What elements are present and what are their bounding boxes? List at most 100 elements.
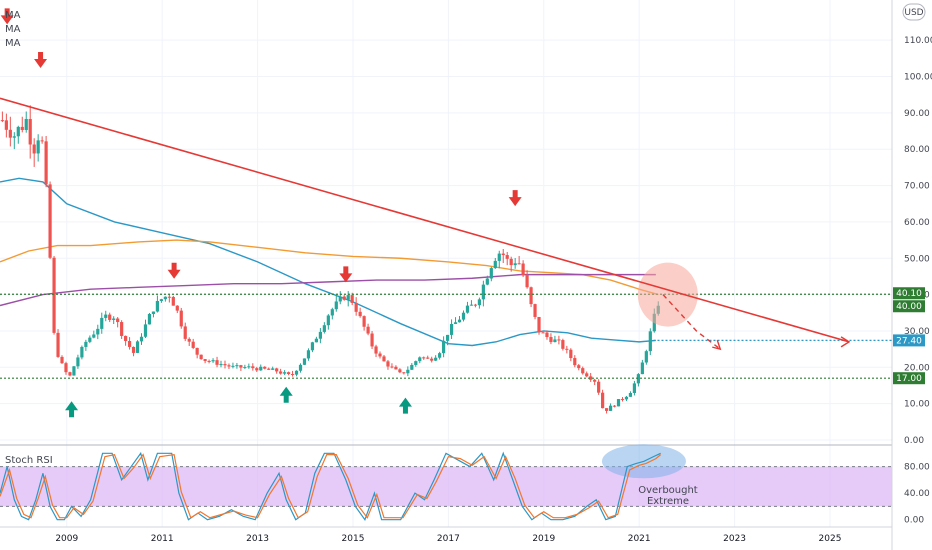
candle-down xyxy=(430,358,434,361)
overbought-label: Overbought xyxy=(638,485,698,496)
candle-up xyxy=(616,399,621,407)
candle-up xyxy=(489,268,493,279)
candle-up xyxy=(298,364,303,371)
candle-up xyxy=(151,311,156,314)
candle-down xyxy=(255,368,259,371)
time-tick-label: 2013 xyxy=(246,534,269,544)
candle-down xyxy=(362,316,366,327)
candle-up xyxy=(485,278,489,285)
candle-down xyxy=(60,356,64,364)
candle-down xyxy=(167,296,171,298)
candle-up xyxy=(24,118,28,130)
candle-up xyxy=(294,370,299,375)
candle-down xyxy=(537,316,541,333)
candle-down xyxy=(116,318,120,323)
currency-badge[interactable]: USD xyxy=(902,3,926,21)
time-tick-label: 2015 xyxy=(342,534,365,544)
candle-down xyxy=(44,141,48,185)
legend-ma-1[interactable]: MA xyxy=(5,10,21,21)
candle-down xyxy=(374,346,378,354)
time-tick-label: 2011 xyxy=(151,534,174,544)
candle-up xyxy=(100,317,104,329)
candle-down xyxy=(545,332,549,338)
candle-down xyxy=(473,304,478,306)
candle-down xyxy=(390,366,394,368)
candle-up xyxy=(410,364,414,370)
price-tick-label: 20.00 xyxy=(904,363,930,373)
candle-up xyxy=(88,337,92,342)
price-tag-box xyxy=(893,287,925,300)
candle-down xyxy=(394,366,398,370)
candle-up xyxy=(453,322,458,324)
candle-up xyxy=(632,383,637,394)
down-arrow-signal xyxy=(167,262,181,279)
candle-up xyxy=(259,366,263,371)
candle-down xyxy=(604,408,609,411)
time-tick-label: 2021 xyxy=(628,534,651,544)
candle-down xyxy=(4,120,8,130)
time-axis[interactable]: 2009 2011 2013 2015 2017 2019 2021 2023 2025 xyxy=(55,534,841,544)
candle-down xyxy=(581,368,585,374)
candle-up xyxy=(155,300,160,312)
candle-down xyxy=(370,333,374,347)
candle-up xyxy=(310,342,315,351)
candle-up xyxy=(457,319,462,323)
moving-average-lines xyxy=(0,177,659,347)
candle-up xyxy=(648,331,652,352)
candle-up xyxy=(636,374,640,384)
candle-down xyxy=(597,381,601,393)
candle-down xyxy=(501,253,505,256)
candle-down xyxy=(358,311,362,317)
currency-badge-frame xyxy=(902,3,926,21)
candle-up xyxy=(449,323,454,335)
price-tags: 40.10 40.00 27.40 17.00 xyxy=(893,287,925,385)
price-tick-label: 70.00 xyxy=(904,182,930,192)
legend-ma-3[interactable]: MA xyxy=(5,38,21,49)
legend[interactable]: MA MA MA xyxy=(5,10,21,49)
candle-down xyxy=(195,347,199,355)
candle-up xyxy=(314,338,319,343)
price-tick-label: 80.00 xyxy=(904,145,930,155)
candle-down xyxy=(350,295,354,303)
candle-up xyxy=(211,360,215,362)
highlight-circle xyxy=(637,262,698,327)
candle-down xyxy=(279,371,283,374)
moving-average-line-3 xyxy=(0,273,656,307)
candle-up xyxy=(628,393,633,397)
candle-down xyxy=(505,255,509,259)
candle-down xyxy=(187,338,191,342)
price-tick-label: 50.00 xyxy=(904,254,930,264)
price-pane[interactable] xyxy=(0,0,892,527)
stoch-tick-label: 40.00 xyxy=(904,489,930,499)
candle-down xyxy=(175,305,179,311)
stoch-axis[interactable]: 0.00 40.00 80.00 xyxy=(904,463,930,526)
candle-down xyxy=(183,326,187,339)
candle-down xyxy=(171,296,175,306)
candle-down xyxy=(612,405,617,407)
candle-down xyxy=(124,335,128,342)
down-arrow-signal xyxy=(339,266,353,283)
candle-down xyxy=(286,372,291,375)
candle-down xyxy=(131,346,136,353)
candle-down xyxy=(267,368,271,370)
candle-up xyxy=(72,366,76,376)
candle-up xyxy=(143,324,148,337)
stoch-d-line xyxy=(0,453,662,519)
legend-ma-2[interactable]: MA xyxy=(5,24,21,35)
candle-up xyxy=(624,396,629,400)
candle-down xyxy=(366,326,370,334)
stoch-rsi-pane[interactable] xyxy=(0,444,892,521)
candle-up xyxy=(497,253,501,261)
candle-down xyxy=(239,365,243,368)
candle-up xyxy=(283,372,287,374)
candle-down xyxy=(8,129,12,138)
candle-up xyxy=(271,368,275,370)
candle-up xyxy=(139,336,144,342)
price-tick-label: 30.00 xyxy=(904,327,930,337)
stoch-rsi-title[interactable]: Stoch RSI xyxy=(5,455,53,466)
currency-label: USD xyxy=(904,8,923,18)
candle-down xyxy=(263,366,267,369)
candle-down xyxy=(0,120,4,122)
candle-up xyxy=(135,341,140,353)
